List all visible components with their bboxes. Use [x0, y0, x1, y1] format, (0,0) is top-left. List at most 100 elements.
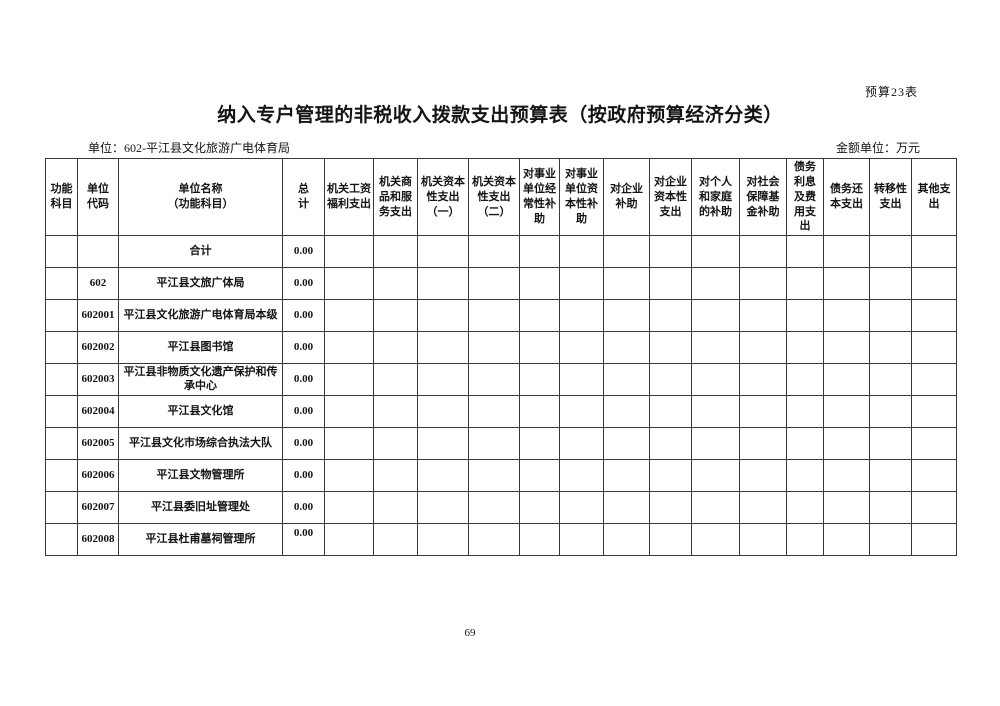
cell-value — [691, 459, 740, 493]
table-body: 合计 0.00 602 平江县文旅广体局 0.00 602001 平江县文化旅游广电体育局本… — [45, 235, 957, 557]
cell-value — [603, 331, 650, 365]
column-header: 机关资本性支出（一） — [417, 157, 469, 237]
cell-value — [373, 427, 418, 461]
cell-value — [519, 523, 560, 557]
cell-unit-name: 合计 — [118, 235, 283, 269]
cell-value — [417, 459, 469, 493]
cell-total: 0.00 — [282, 427, 325, 461]
cell-value — [324, 459, 374, 493]
cell-unit-code: 602 — [77, 267, 119, 301]
cell-value — [324, 331, 374, 365]
cell-value — [519, 299, 560, 333]
cell-value — [649, 235, 692, 269]
cell-func-code — [45, 459, 78, 493]
cell-value — [417, 299, 469, 333]
cell-value — [324, 395, 374, 429]
cell-value — [603, 299, 650, 333]
cell-value — [373, 395, 418, 429]
cell-value — [911, 267, 957, 301]
cell-value — [324, 363, 374, 397]
cell-unit-code: 602001 — [77, 299, 119, 333]
cell-unit-name: 平江县文旅广体局 — [118, 267, 283, 301]
cell-value — [869, 523, 912, 557]
column-header: 对企业补助 — [603, 157, 650, 237]
cell-total: 0.00 — [282, 363, 325, 397]
cell-value — [869, 331, 912, 365]
cell-value — [869, 235, 912, 269]
cell-value — [823, 491, 870, 525]
table-row: 602006 平江县文物管理所 0.00 — [45, 459, 957, 493]
cell-value — [373, 523, 418, 557]
cell-value — [373, 235, 418, 269]
cell-value — [823, 331, 870, 365]
cell-value — [649, 267, 692, 301]
cell-value — [417, 235, 469, 269]
column-header: 对事业单位资本性补助 — [559, 157, 604, 237]
cell-func-code — [45, 331, 78, 365]
table-row: 602002 平江县图书馆 0.00 — [45, 331, 957, 365]
cell-value — [519, 235, 560, 269]
table-row: 602004 平江县文化馆 0.00 — [45, 395, 957, 429]
cell-func-code — [45, 299, 78, 333]
cell-value — [468, 363, 520, 397]
cell-unit-name: 平江县图书馆 — [118, 331, 283, 365]
cell-func-code — [45, 395, 78, 429]
table-row: 602 平江县文旅广体局 0.00 — [45, 267, 957, 301]
cell-value — [691, 395, 740, 429]
cell-value — [823, 523, 870, 557]
cell-value — [786, 299, 824, 333]
cell-value — [739, 395, 787, 429]
cell-unit-code: 602008 — [77, 523, 119, 557]
table-row: 602001 平江县文化旅游广电体育局本级 0.00 — [45, 299, 957, 333]
cell-value — [559, 331, 604, 365]
cell-value — [324, 235, 374, 269]
column-header: 转移性支出 — [869, 157, 912, 237]
cell-value — [417, 331, 469, 365]
cell-value — [559, 235, 604, 269]
cell-value — [519, 395, 560, 429]
column-header: 对社会保障基金补助 — [739, 157, 787, 237]
cell-value — [823, 235, 870, 269]
cell-unit-code — [77, 235, 119, 269]
cell-value — [911, 331, 957, 365]
cell-value — [373, 331, 418, 365]
cell-value — [911, 299, 957, 333]
column-header: 功能 科目 — [45, 157, 78, 237]
cell-value — [603, 395, 650, 429]
cell-value — [786, 331, 824, 365]
cell-value — [559, 491, 604, 525]
column-header: 对个人和家庭的补助 — [691, 157, 740, 237]
cell-value — [691, 267, 740, 301]
cell-value — [603, 267, 650, 301]
cell-value — [417, 427, 469, 461]
cell-value — [559, 267, 604, 301]
cell-value — [823, 427, 870, 461]
cell-total: 0.00 — [282, 395, 325, 429]
cell-value — [649, 395, 692, 429]
cell-value — [911, 491, 957, 525]
cell-value — [869, 299, 912, 333]
cell-value — [911, 523, 957, 557]
cell-value — [823, 459, 870, 493]
column-header: 对事业单位经常性补助 — [519, 157, 560, 237]
cell-value — [324, 523, 374, 557]
cell-value — [603, 363, 650, 397]
cell-value — [373, 299, 418, 333]
table-row: 602008 平江县杜甫墓祠管理所 0.00 — [45, 523, 957, 557]
cell-value — [373, 363, 418, 397]
cell-unit-code: 602003 — [77, 363, 119, 397]
cell-value — [468, 459, 520, 493]
cell-value — [823, 395, 870, 429]
cell-value — [417, 491, 469, 525]
cell-value — [519, 363, 560, 397]
cell-value — [603, 459, 650, 493]
column-header: 单位名称 （功能科目） — [118, 157, 283, 237]
cell-value — [786, 363, 824, 397]
cell-value — [649, 523, 692, 557]
cell-func-code — [45, 235, 78, 269]
cell-value — [739, 491, 787, 525]
budget-table: 功能 科目 单位 代码 单位名称 （功能科目）总 计机关工资福利支出 机关商品和服务支… — [45, 157, 957, 557]
cell-total: 0.00 — [282, 299, 325, 333]
cell-value — [324, 267, 374, 301]
